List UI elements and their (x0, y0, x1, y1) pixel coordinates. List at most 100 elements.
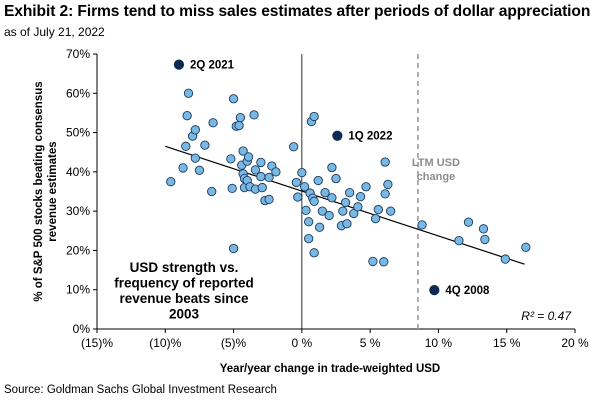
data-point (235, 112, 246, 123)
data-point (379, 257, 389, 267)
data-point (314, 222, 325, 232)
ltm-usd-label: LTM USD change (412, 157, 460, 183)
chart-labels: 2Q 2021 1Q 2022 4Q 2008 LTM USD change USD st… (114, 60, 572, 323)
data-point (317, 206, 327, 216)
y-tick-label: 0% (73, 322, 91, 336)
data-point (301, 205, 311, 216)
data-point (291, 177, 302, 188)
reference-lines (301, 54, 419, 329)
y-tick-label: 10% (66, 283, 90, 297)
data-point (243, 152, 254, 162)
exhibit-title: Exhibit 2: Firms tend to miss sales esti… (4, 3, 591, 20)
data-point (304, 233, 314, 244)
exhibit-subtitle: as of July 21, 2022 (4, 25, 105, 39)
y-tick-label: 40% (66, 165, 90, 179)
data-point (299, 182, 310, 192)
data-point (373, 204, 383, 215)
data-point (238, 146, 248, 156)
data-point (463, 217, 474, 227)
y-axis-title-line: revenue estimates (47, 141, 59, 241)
data-point (228, 243, 239, 254)
data-point (183, 88, 194, 98)
highlight-point (173, 59, 185, 70)
x-tick-label: (5)% (221, 336, 247, 350)
x-tick-label: 20 % (561, 336, 589, 350)
data-point (327, 162, 337, 173)
y-tick-label: 70% (66, 47, 90, 61)
annotation-note-line: USD strength vs. (130, 260, 239, 275)
data-point (250, 165, 261, 175)
highlight-label: 4Q 2008 (445, 285, 490, 297)
data-point (345, 188, 355, 198)
data-point (385, 206, 396, 216)
data-point (327, 193, 337, 203)
y-tick-label: 20% (66, 243, 90, 257)
data-point (200, 140, 210, 150)
y-tick-label: 50% (66, 126, 90, 140)
highlight-point (429, 285, 440, 296)
data-point (264, 194, 274, 205)
data-point (264, 172, 274, 183)
y-tick-label: 30% (66, 204, 90, 218)
y-axis-title: % of S&P 500 stocks beating consensus rev… (33, 81, 59, 301)
y-axis-title-line: % of S&P 500 stocks beating consensus (33, 81, 45, 301)
chart-axes: 0% 10% 20% 30% 40% 50% 60% 70% (15)% (10)% (5)% 0 %… (33, 47, 589, 375)
annotation-note-line: 2003 (169, 307, 200, 322)
data-point (478, 224, 489, 234)
data-point (208, 118, 218, 128)
data-point (178, 163, 188, 173)
data-point (331, 173, 341, 184)
data-point (234, 120, 244, 131)
data-point (181, 141, 191, 151)
data-point (257, 182, 267, 193)
annotation-note: USD strength vs. frequency of reported rev… (114, 260, 254, 322)
data-point (226, 154, 236, 164)
data-point (190, 153, 200, 163)
data-point (338, 206, 348, 216)
data-point (324, 210, 334, 221)
data-point (500, 254, 510, 264)
data-point (271, 167, 281, 177)
data-point (256, 171, 266, 182)
data-point (194, 165, 205, 175)
data-point (370, 213, 381, 224)
y-tick-label: 60% (66, 86, 90, 100)
data-point (380, 157, 390, 167)
data-point (380, 189, 390, 199)
annotation-note-line: revenue beats since (119, 291, 249, 306)
data-point (249, 110, 259, 120)
data-point (383, 179, 393, 190)
data-point (368, 256, 378, 267)
data-point (355, 191, 366, 202)
data-point (454, 235, 464, 246)
data-point (417, 220, 427, 230)
annotation-note-line: frequency of reported (114, 276, 254, 291)
source-note: Source: Goldman Sachs Global Investment … (4, 384, 277, 396)
data-point (297, 167, 307, 178)
data-point (480, 234, 490, 245)
data-point (293, 192, 303, 202)
data-point (227, 183, 237, 194)
x-tick-label: (10)% (149, 336, 181, 350)
data-point (353, 202, 363, 212)
data-point (304, 217, 314, 227)
r-squared-label: R² = 0.47 (521, 309, 572, 323)
data-point (313, 175, 323, 186)
highlight-label: 2Q 2021 (190, 60, 235, 72)
x-tick-label: 10 % (425, 336, 453, 350)
x-tick-label: 15 % (493, 336, 521, 350)
x-tick-label: 5 % (360, 336, 381, 350)
data-point (256, 157, 266, 168)
data-point (361, 182, 371, 192)
data-point (309, 196, 319, 206)
data-point (349, 208, 359, 219)
data-point (309, 248, 319, 258)
x-axis-title: Year/year change in trade-weighted USD (220, 363, 441, 375)
data-point (190, 125, 200, 135)
data-point (166, 177, 176, 187)
data-point (309, 111, 319, 122)
data-point (342, 219, 352, 229)
data-point (320, 188, 330, 198)
x-tick-label: (15)% (81, 336, 113, 350)
